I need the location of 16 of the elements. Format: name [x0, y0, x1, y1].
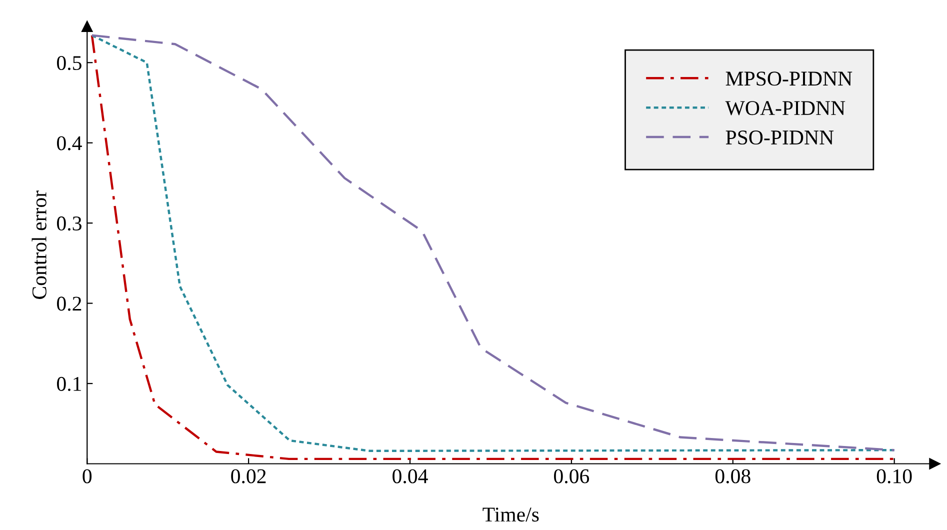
- y-tick-label: 0.4: [57, 136, 82, 150]
- y-tick-label: 0.5: [57, 56, 82, 70]
- y-axis-title: Control error: [32, 190, 46, 299]
- legend-label: PSO-PIDNN: [726, 130, 834, 145]
- x-tick-label: 0: [82, 469, 92, 484]
- legend-label: WOA-PIDNN: [725, 101, 846, 116]
- legend-label: MPSO-PIDNN: [726, 72, 852, 86]
- x-axis-title: Time/s: [482, 508, 539, 522]
- y-tick-label: 0.2: [57, 296, 82, 311]
- x-tick-label: 0.06: [554, 469, 590, 484]
- x-tick-label: 0.02: [231, 469, 266, 484]
- x-tick-label: 0.10: [876, 469, 912, 484]
- y-tick-label: 0.1: [57, 376, 82, 392]
- y-tick-label: 0.3: [57, 216, 82, 231]
- x-tick-label: 0.04: [392, 469, 428, 484]
- x-tick-label: 0.08: [715, 469, 750, 484]
